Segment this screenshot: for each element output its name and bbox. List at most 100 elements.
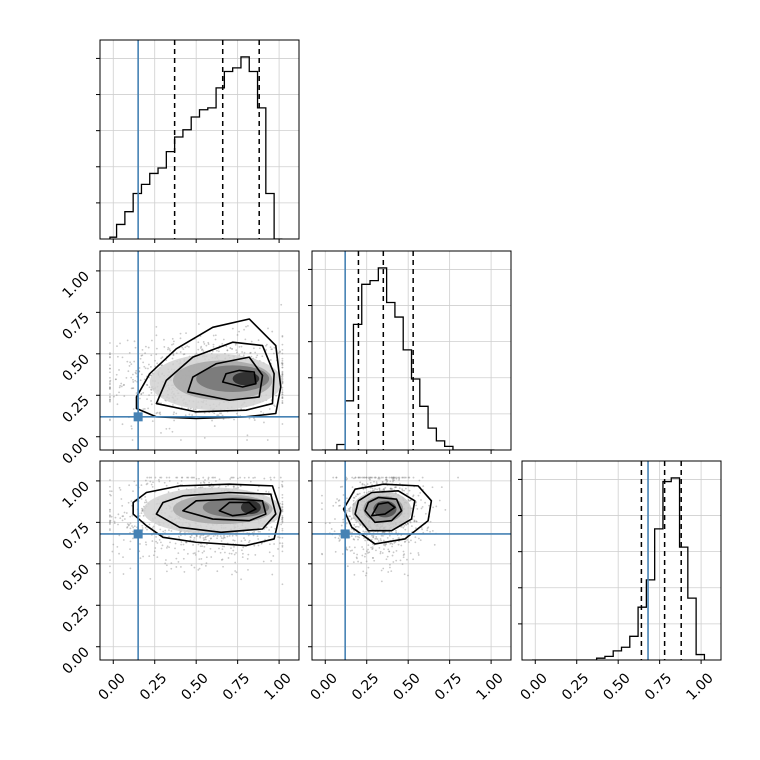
scatter-point (211, 476, 214, 479)
scatter-point (334, 536, 337, 539)
scatter-point (383, 548, 385, 551)
scatter-point (109, 510, 111, 513)
scatter-point (171, 343, 173, 346)
scatter-point (212, 343, 215, 346)
scatter-point (335, 476, 338, 479)
scatter-point (265, 344, 267, 347)
scatter-point (189, 536, 192, 539)
scatter-point (238, 345, 241, 348)
scatter-point (246, 434, 249, 437)
scatter-point (165, 476, 168, 479)
scatter-point (353, 477, 355, 480)
scatter-point (217, 350, 220, 353)
scatter-point (212, 535, 215, 537)
scatter-point (281, 527, 284, 530)
scatter-point (121, 423, 124, 426)
scatter-point (163, 481, 166, 484)
scatter-point (211, 350, 214, 353)
scatter-point (121, 515, 124, 518)
scatter-point (216, 534, 219, 537)
scatter-point (202, 481, 205, 483)
scatter-point (429, 530, 431, 533)
scatter-point (134, 346, 137, 349)
scatter-point (257, 544, 260, 547)
scatter-point (281, 516, 284, 519)
scatter-point (361, 482, 364, 485)
scatter-point (177, 488, 180, 491)
scatter-point (281, 520, 284, 523)
scatter-point (109, 399, 111, 402)
scatter-point (403, 573, 406, 576)
scatter-point (212, 346, 215, 348)
scatter-point (192, 544, 194, 546)
scatter-point (353, 538, 356, 541)
scatter-point (444, 509, 447, 511)
scatter-point (371, 476, 374, 479)
scatter-point (241, 549, 243, 552)
scatter-point (281, 393, 284, 396)
scatter-point (409, 499, 412, 502)
scatter-point (379, 552, 382, 555)
scatter-point (274, 405, 276, 408)
scatter-point (357, 538, 359, 541)
panel-frame (521, 460, 722, 661)
scatter-point (377, 477, 380, 480)
scatter-point (352, 496, 355, 499)
scatter-point (119, 384, 122, 387)
scatter-point (132, 387, 135, 390)
scatter-point (407, 476, 410, 479)
scatter-point (349, 515, 352, 518)
scatter-point (203, 538, 206, 541)
scatter-point (139, 379, 142, 382)
scatter-point (109, 395, 111, 398)
scatter-point (281, 373, 284, 376)
scatter-point (186, 552, 189, 555)
scatter-point (364, 530, 367, 533)
scatter-point (193, 539, 195, 542)
scatter-point (109, 490, 111, 493)
scatter-point (356, 493, 359, 496)
scatter-point (200, 557, 203, 560)
scatter-point (175, 566, 178, 568)
scatter-point (371, 547, 374, 550)
scatter-point (109, 514, 111, 517)
scatter-point (338, 504, 340, 507)
histogram-step (321, 267, 495, 450)
scatter-point (409, 552, 412, 555)
scatter-point (271, 330, 274, 333)
scatter-point (204, 479, 206, 481)
scatter-point (266, 439, 269, 441)
scatter-point (109, 485, 111, 488)
scatter-point (114, 516, 117, 519)
contour-line (182, 498, 267, 522)
contour-line (370, 501, 396, 517)
scatter-point (109, 383, 111, 386)
scatter-point (250, 355, 253, 358)
scatter-point (109, 364, 111, 367)
scatter-point (150, 403, 153, 406)
scatter-point (275, 394, 278, 397)
scatter-point (398, 477, 401, 480)
scatter-point (129, 361, 132, 364)
scatter-point (142, 408, 145, 411)
scatter-point (172, 353, 175, 356)
scatter-point (413, 520, 416, 523)
scatter-point (281, 516, 284, 519)
scatter-point (279, 350, 281, 353)
scatter-point (142, 555, 144, 558)
scatter-point (198, 558, 201, 561)
scatter-point (123, 395, 126, 398)
scatter-point (235, 349, 238, 351)
scatter-point (234, 570, 237, 572)
scatter-point (214, 476, 216, 479)
scatter-point (109, 398, 111, 401)
density-cell (240, 500, 261, 515)
scatter-point (281, 374, 284, 377)
scatter-point (281, 397, 284, 399)
contour-line (354, 490, 416, 532)
scatter-point (140, 393, 143, 396)
scatter-point (428, 504, 431, 507)
scatter-point (150, 476, 153, 479)
scatter-point (208, 481, 210, 484)
scatter-point (235, 571, 238, 574)
